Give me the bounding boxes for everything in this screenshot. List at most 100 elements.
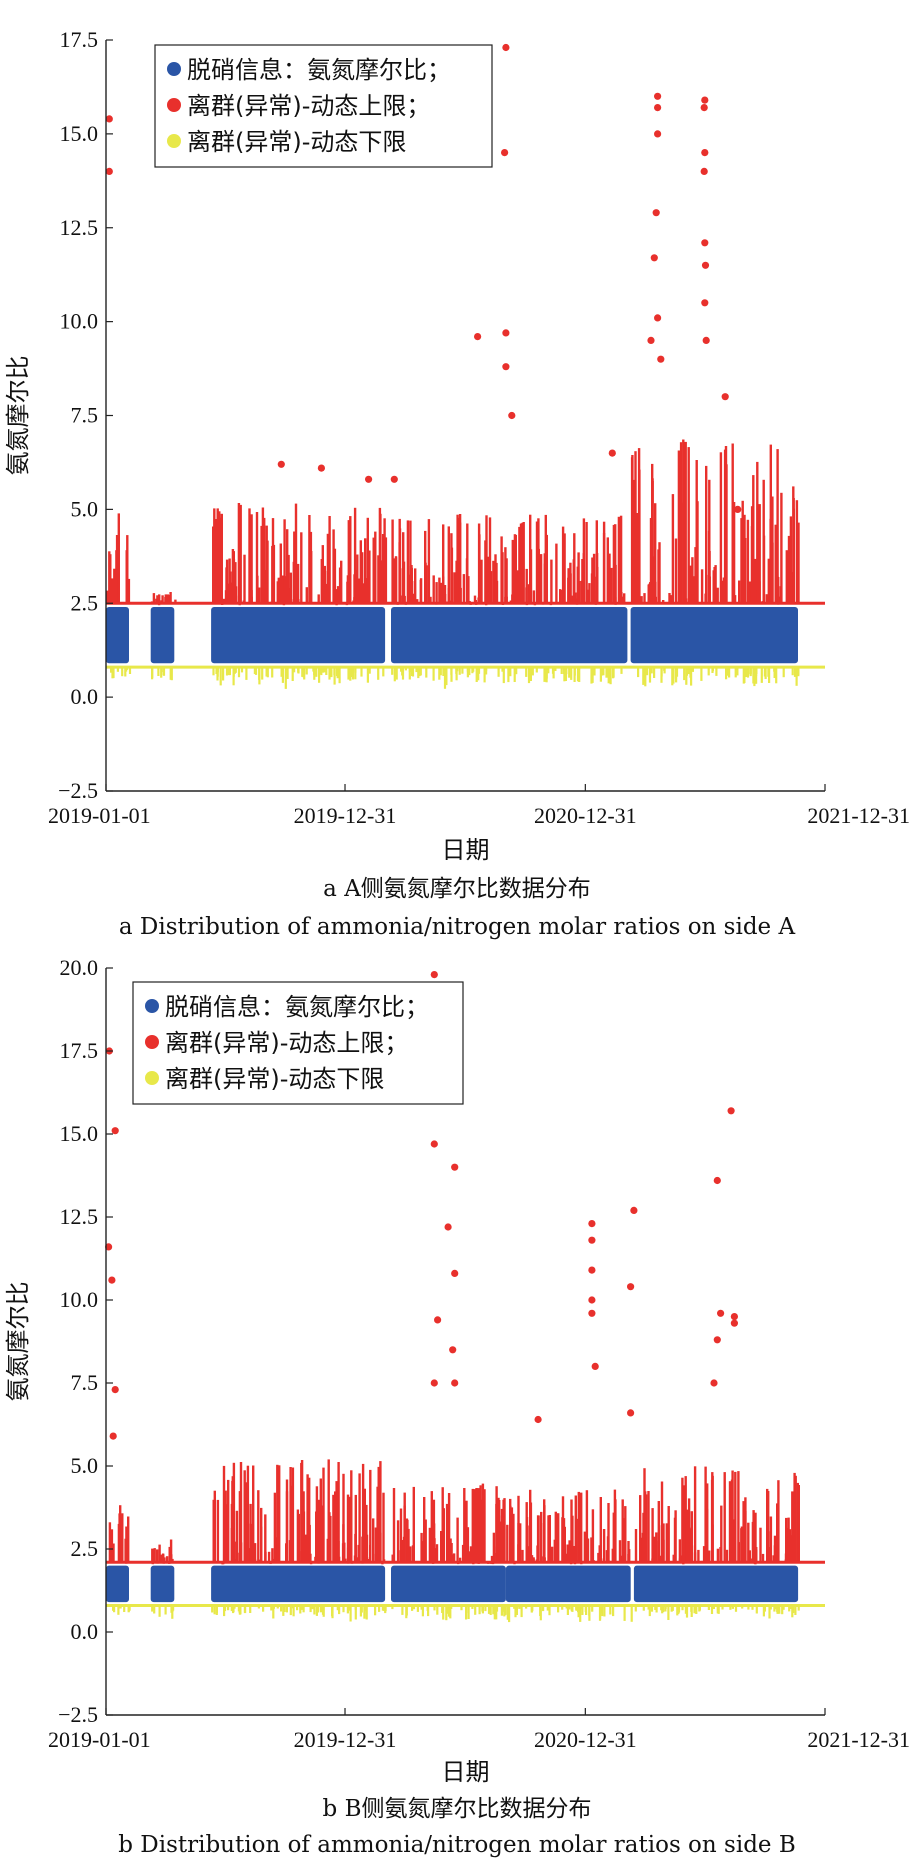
upper-outlier-point xyxy=(766,1556,770,1563)
lower-outlier-point xyxy=(599,667,602,682)
upper-outlier-point xyxy=(561,526,565,604)
upper-outlier-point xyxy=(678,1558,682,1563)
upper-outlier-point xyxy=(379,513,382,604)
lower-outlier-point xyxy=(316,1605,320,1613)
lower-outlier-point xyxy=(351,667,355,680)
lower-outlier-point xyxy=(580,1605,583,1610)
outlier-point xyxy=(365,475,373,483)
upper-outlier-point xyxy=(758,504,761,604)
upper-outlier-point xyxy=(517,1495,520,1563)
lower-outlier-point xyxy=(518,1605,521,1609)
upper-outlier-point xyxy=(127,578,131,604)
upper-outlier-point xyxy=(292,561,295,604)
upper-outlier-point xyxy=(350,1470,353,1563)
upper-outlier-point xyxy=(357,598,360,604)
lower-outlier-point xyxy=(634,1605,637,1612)
upper-outlier-point xyxy=(450,1543,453,1563)
upper-outlier-point xyxy=(687,447,690,604)
upper-outlier-point xyxy=(633,501,636,604)
upper-outlier-point xyxy=(377,555,380,604)
lower-outlier-point xyxy=(755,1605,758,1614)
upper-outlier-point xyxy=(785,1545,789,1563)
upper-outlier-point xyxy=(693,1552,697,1563)
upper-outlier-point xyxy=(372,1518,375,1563)
lower-outlier-point xyxy=(664,1605,667,1609)
lower-outlier-point xyxy=(782,1605,785,1610)
legend-marker xyxy=(145,1071,159,1085)
upper-outlier-point xyxy=(705,465,708,604)
upper-outlier-point xyxy=(488,517,492,604)
lower-outlier-point xyxy=(331,1605,334,1617)
upper-outlier-point xyxy=(788,1529,792,1563)
lower-outlier-point xyxy=(215,667,218,674)
y-tick-label: 7.5 xyxy=(71,1370,99,1395)
upper-outlier-point xyxy=(483,1489,486,1563)
upper-outlier-point xyxy=(665,1523,668,1563)
lower-outlier-point xyxy=(525,1605,528,1609)
upper-outlier-point xyxy=(474,600,477,604)
upper-outlier-point xyxy=(435,1544,439,1563)
x-tick-label: 2021-12-31 xyxy=(807,1727,910,1752)
upper-outlier-point xyxy=(336,586,340,604)
outlier-point xyxy=(502,43,510,52)
lower-outlier-point xyxy=(736,667,739,676)
lower-outlier-point xyxy=(466,667,469,672)
legend-box xyxy=(154,44,493,168)
upper-outlier-point xyxy=(662,600,665,604)
y-tick-label: 0.0 xyxy=(71,684,99,709)
caption-english: a Distribution of ammonia/nitrogen molar… xyxy=(119,914,796,940)
upper-outlier-point xyxy=(621,1499,624,1563)
outlier-point xyxy=(434,1316,442,1324)
upper-outlier-point xyxy=(297,1539,300,1563)
upper-outlier-point xyxy=(326,1538,329,1563)
lower-outlier-point xyxy=(408,667,411,672)
lower-outlier-point xyxy=(530,1605,533,1612)
outlier-point xyxy=(700,104,708,112)
upper-outlier-point xyxy=(447,1493,451,1563)
lower-outlier-point xyxy=(318,667,321,683)
outlier-point xyxy=(647,336,655,344)
upper-outlier-point xyxy=(353,574,356,604)
upper-outlier-point xyxy=(772,1555,775,1563)
x-tick-label: 2019-01-01 xyxy=(48,1727,151,1752)
upper-outlier-point xyxy=(365,1504,368,1563)
lower-outlier-point xyxy=(363,1605,366,1619)
legend-entry: 脱硝信息：氨氮摩尔比； xyxy=(165,993,429,1021)
upper-outlier-point xyxy=(115,580,118,604)
upper-outlier-point xyxy=(591,557,594,604)
lower-outlier-point xyxy=(117,1605,120,1615)
lower-outlier-point xyxy=(280,667,283,677)
upper-outlier-point xyxy=(655,1540,658,1563)
upper-outlier-point xyxy=(283,519,286,604)
lower-outlier-point xyxy=(325,667,328,675)
lower-outlier-point xyxy=(468,667,471,676)
outlier-point xyxy=(717,1309,725,1317)
upper-outlier-point xyxy=(353,507,357,604)
lower-outlier-point xyxy=(527,667,531,684)
upper-outlier-point xyxy=(796,1482,799,1563)
upper-outlier-point xyxy=(213,508,216,604)
lower-outlier-point xyxy=(588,1605,591,1621)
lower-outlier-point xyxy=(228,667,231,676)
upper-outlier-point xyxy=(563,1526,566,1563)
upper-outlier-point xyxy=(637,448,641,604)
upper-outlier-point xyxy=(410,581,414,604)
upper-outlier-point xyxy=(634,1529,638,1563)
lower-outlier-point xyxy=(497,667,500,677)
lower-outlier-point xyxy=(401,1605,404,1615)
upper-outlier-point xyxy=(216,1499,220,1563)
upper-outlier-point xyxy=(742,1501,745,1563)
upper-outlier-point xyxy=(174,599,177,604)
upper-outlier-point xyxy=(693,1466,697,1563)
lower-outlier-point xyxy=(151,1605,154,1612)
x-tick-label: 2021-12-31 xyxy=(807,803,910,828)
upper-outlier-point xyxy=(279,543,282,604)
upper-outlier-point xyxy=(620,592,623,604)
upper-outlier-point xyxy=(545,534,548,604)
lower-outlier-point xyxy=(381,1605,384,1611)
upper-outlier-point xyxy=(409,1546,412,1563)
lower-outlier-point xyxy=(672,667,675,684)
lower-outlier-point xyxy=(258,667,261,680)
upper-outlier-point xyxy=(774,524,777,604)
upper-outlier-point xyxy=(290,1485,293,1563)
